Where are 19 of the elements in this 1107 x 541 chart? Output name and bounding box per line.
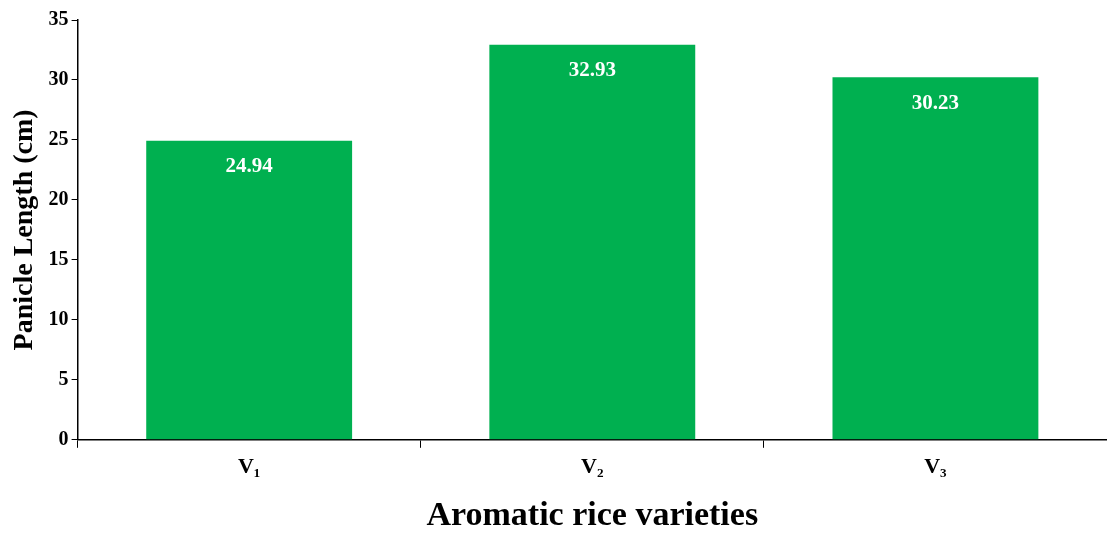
y-tick-label: 10 xyxy=(48,307,69,330)
x-tick-label: V₃ xyxy=(924,452,948,478)
y-axis-title: Panicle Length (cm) xyxy=(7,109,39,351)
y-tick-label: 30 xyxy=(48,67,69,90)
data-label: 32.93 xyxy=(568,57,616,82)
bar xyxy=(832,77,1039,440)
data-label: 24.94 xyxy=(225,153,274,178)
y-tick-label: 35 xyxy=(48,7,69,30)
x-tick-label: V₁ xyxy=(237,452,261,478)
y-tick-label: 15 xyxy=(48,247,69,270)
bar xyxy=(146,140,353,440)
x-tick-label: V₂ xyxy=(581,452,604,478)
y-tick-label: 25 xyxy=(48,127,69,150)
x-axis-title: Aromatic rice varieties xyxy=(426,495,759,533)
bar xyxy=(489,44,696,440)
y-tick-label: 20 xyxy=(48,187,69,210)
y-tick-label: 5 xyxy=(58,367,69,389)
data-label: 30.23 xyxy=(911,89,960,114)
y-tick-label: 0 xyxy=(58,426,69,449)
